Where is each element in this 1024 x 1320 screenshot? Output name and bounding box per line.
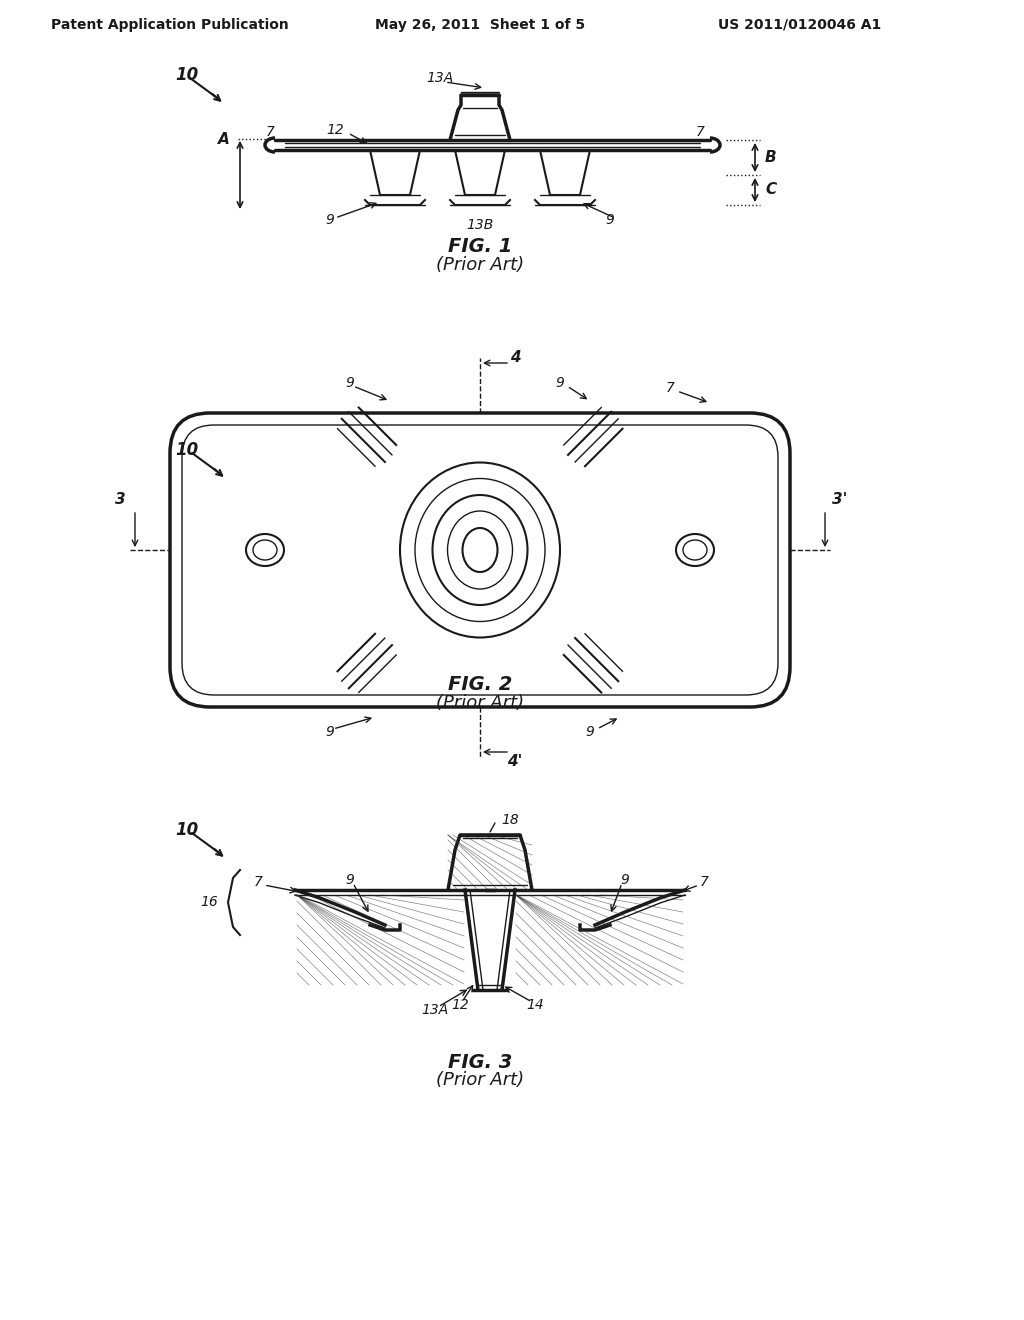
Text: FIG. 1: FIG. 1 [447, 238, 512, 256]
Ellipse shape [253, 540, 278, 560]
Text: 13B: 13B [466, 218, 494, 232]
Text: 3: 3 [115, 492, 125, 507]
Text: FIG. 3: FIG. 3 [447, 1052, 512, 1072]
Text: A: A [218, 132, 230, 147]
Text: 7: 7 [695, 125, 705, 139]
Text: 9: 9 [605, 213, 614, 227]
Ellipse shape [432, 495, 527, 605]
Ellipse shape [246, 535, 284, 566]
Text: 9: 9 [326, 725, 335, 739]
Ellipse shape [676, 535, 714, 566]
Text: 9: 9 [621, 873, 630, 887]
Text: 16: 16 [201, 895, 218, 909]
Text: (Prior Art): (Prior Art) [436, 694, 524, 711]
Ellipse shape [683, 540, 707, 560]
Text: 10: 10 [175, 821, 199, 840]
Text: 4': 4' [507, 755, 522, 770]
Text: 7: 7 [254, 875, 263, 888]
FancyBboxPatch shape [182, 425, 778, 696]
Text: 9: 9 [586, 725, 595, 739]
Text: Patent Application Publication: Patent Application Publication [51, 18, 289, 32]
Text: 13A: 13A [421, 1003, 449, 1016]
Text: US 2011/0120046 A1: US 2011/0120046 A1 [719, 18, 882, 32]
Text: 4: 4 [510, 351, 520, 366]
Text: (Prior Art): (Prior Art) [436, 256, 524, 275]
Text: 12: 12 [326, 123, 344, 137]
Text: (Prior Art): (Prior Art) [436, 1071, 524, 1089]
Ellipse shape [463, 528, 498, 572]
Text: 9: 9 [326, 213, 335, 227]
FancyBboxPatch shape [170, 413, 790, 708]
Text: 10: 10 [175, 441, 199, 459]
Text: 9: 9 [345, 376, 354, 389]
Text: FIG. 2: FIG. 2 [447, 676, 512, 694]
Ellipse shape [400, 462, 560, 638]
Text: C: C [765, 182, 776, 198]
Ellipse shape [447, 511, 512, 589]
Text: 18: 18 [501, 813, 519, 828]
Text: 7: 7 [666, 381, 675, 395]
Text: 9: 9 [556, 376, 564, 389]
Ellipse shape [415, 479, 545, 622]
Text: B: B [765, 149, 776, 165]
Text: 9: 9 [345, 873, 354, 887]
Text: 10: 10 [175, 66, 199, 84]
Text: 13A: 13A [426, 71, 454, 84]
Text: 7: 7 [700, 875, 709, 888]
Text: 3': 3' [833, 492, 848, 507]
Text: 7: 7 [265, 125, 274, 139]
Text: 14: 14 [526, 998, 544, 1012]
Text: 12: 12 [452, 998, 469, 1012]
Text: May 26, 2011  Sheet 1 of 5: May 26, 2011 Sheet 1 of 5 [375, 18, 585, 32]
